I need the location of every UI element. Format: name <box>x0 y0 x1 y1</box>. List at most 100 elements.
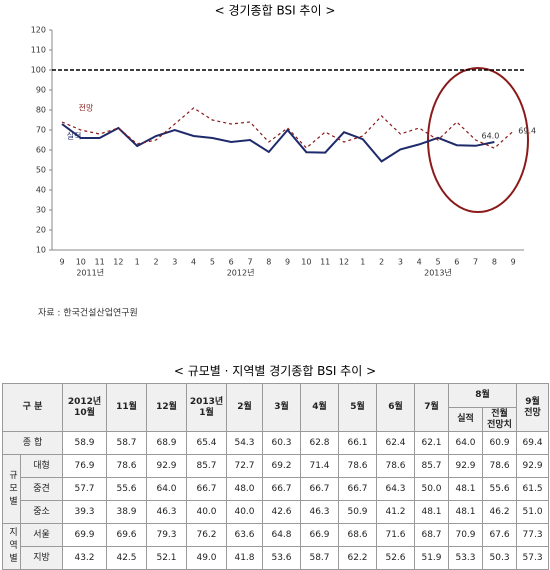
y-tick-label: 80 <box>36 106 46 115</box>
table-cell: 78.6 <box>376 454 416 478</box>
table-cell: 66.9 <box>300 523 340 547</box>
table-cell: 62.8 <box>300 431 340 455</box>
table-cell: 38.9 <box>106 500 148 524</box>
table-cell: 66.7 <box>186 477 228 501</box>
x-tick-label: 5 <box>210 258 215 267</box>
table-cell: 52.6 <box>376 546 416 570</box>
highlight-ellipse <box>427 67 529 213</box>
x-tick-label: 9 <box>59 258 64 267</box>
table-cell: 52.1 <box>146 546 188 570</box>
table-cell: 58.7 <box>106 431 148 455</box>
header-cell: 8월 <box>448 383 518 408</box>
table-cell: 58.7 <box>300 546 340 570</box>
header-cell: 2월 <box>226 383 264 432</box>
table-cell: 63.6 <box>226 523 264 547</box>
y-tick-label: 90 <box>36 86 46 95</box>
group-label: 규모별 <box>2 454 21 524</box>
table-cell: 61.5 <box>516 477 550 501</box>
x-tick-label: 2 <box>153 258 158 267</box>
series-label: 전망 <box>79 103 94 113</box>
table-row: 중소 39.3 38.9 46.3 40.0 40.0 42.6 46.3 50.9 41.2 48… <box>3 500 550 524</box>
table-cell: 46.3 <box>146 500 188 524</box>
x-tick-label: 10 <box>301 258 311 267</box>
x-tick-label: 11 <box>95 258 105 267</box>
header-cell: 6월 <box>376 383 416 432</box>
table-cell: 51.9 <box>414 546 450 570</box>
y-tick-label: 20 <box>36 226 46 235</box>
table-cell: 78.6 <box>482 454 518 478</box>
row-label: 대형 <box>19 454 64 478</box>
table-cell: 69.9 <box>62 523 108 547</box>
x-tick-label: 2 <box>379 258 384 267</box>
source: 자료 : 한국건설산업연구원 <box>38 308 138 319</box>
y-tick-label: 40 <box>36 186 46 195</box>
table-cell: 71.4 <box>300 454 340 478</box>
table-cell: 60.9 <box>482 431 518 455</box>
row-label: 중견 <box>19 477 64 501</box>
table-cell: 69.6 <box>106 523 148 547</box>
table-row: 규모별 대형 76.9 78.6 92.9 85.7 72.7 69.2 71.4 78.6 78.… <box>2 454 550 524</box>
table-cell: 48.0 <box>226 477 264 501</box>
table-cell: 62.1 <box>414 431 450 455</box>
table-cell: 72.7 <box>226 454 264 478</box>
x-tick-label: 1 <box>360 258 365 267</box>
x-tick-label: 6 <box>229 258 234 267</box>
x-group-label: 2013년 <box>424 268 452 278</box>
y-tick-label: 60 <box>36 146 46 155</box>
table-cell: 69.4 <box>516 431 550 455</box>
table-cell: 62.4 <box>376 431 416 455</box>
y-tick-label: 120 <box>31 26 46 35</box>
row-label: 종 합 <box>1 431 64 455</box>
table-cell: 60.3 <box>262 431 302 455</box>
x-tick-label: 7 <box>247 258 252 267</box>
table-cell: 64.8 <box>262 523 302 547</box>
table-cell: 77.3 <box>516 523 550 547</box>
x-tick-label: 5 <box>435 258 440 267</box>
table-cell: 49.0 <box>186 546 228 570</box>
table-cell: 42.6 <box>262 500 302 524</box>
header-cell: 전월 전망치 <box>482 407 518 432</box>
table-cell: 62.2 <box>338 546 378 570</box>
table-cell: 41.2 <box>376 500 416 524</box>
header-cell: 2013년 1월 <box>186 383 228 432</box>
table-cell: 48.1 <box>448 477 484 501</box>
table-cell: 64.0 <box>448 431 484 455</box>
table-cell: 50.0 <box>414 477 450 501</box>
table-cell: 43.2 <box>62 546 108 570</box>
table-row: 지방 43.2 42.5 52.1 49.0 41.8 53.6 58.7 62.2 52.6 51… <box>3 546 550 570</box>
header-cell: 5월 <box>338 383 378 432</box>
x-tick-label: 12 <box>339 258 349 267</box>
table-cell: 64.3 <box>376 477 416 501</box>
chart-title: < 경기종합 BSI 추이 > <box>215 4 336 18</box>
table-cell: 50.3 <box>482 546 518 570</box>
x-tick-label: 7 <box>473 258 478 267</box>
header-cell: 구 분 <box>1 383 64 432</box>
value-label: 69.4 <box>518 127 536 136</box>
header-cell: 11월 <box>106 383 148 432</box>
table-cell: 42.5 <box>106 546 148 570</box>
series-line <box>61 107 514 149</box>
x-tick-label: 10 <box>76 258 86 267</box>
x-group-label: 2011년 <box>76 268 104 278</box>
group-label: 지역별 <box>2 523 21 570</box>
table-cell: 64.0 <box>146 477 188 501</box>
table-row: 종 합 58.9 58.7 68.9 65.4 54.3 60.3 62.8 66.1 62.4 6… <box>1 431 550 455</box>
table-cell: 78.6 <box>106 454 148 478</box>
x-tick-label: 6 <box>454 258 459 267</box>
table-cell: 55.6 <box>482 477 518 501</box>
table-cell: 41.8 <box>226 546 264 570</box>
table-cell: 79.3 <box>146 523 188 547</box>
chart: < 경기종합 BSI 추이 > 자료 : 한국건설산업연구원 10 20 30 40 5… <box>31 4 536 319</box>
header-cell: 3월 <box>262 383 302 432</box>
table-cell: 53.3 <box>448 546 484 570</box>
x-tick-label: 3 <box>172 258 177 267</box>
table-cell: 66.7 <box>338 477 378 501</box>
table-cell: 66.1 <box>338 431 378 455</box>
table-cell: 65.4 <box>186 431 228 455</box>
x-tick-label: 11 <box>320 258 330 267</box>
x-tick-label: 9 <box>511 258 516 267</box>
table-cell: 48.1 <box>414 500 450 524</box>
table-row: 지역별 서울 69.9 69.6 79.3 76.2 63.6 64.8 66.9 68.6 71.… <box>2 523 550 570</box>
table-row: 중견 57.7 55.6 64.0 66.7 48.0 66.7 66.7 66.7 64.3 50… <box>3 477 550 501</box>
